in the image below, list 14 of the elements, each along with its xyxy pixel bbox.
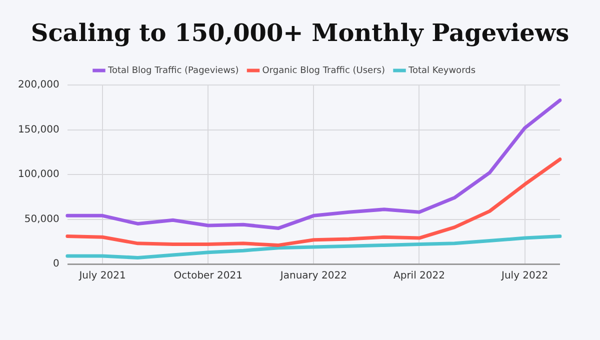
legend-label: Total Blog Traffic (Pageviews) bbox=[106, 66, 239, 76]
y-tick-label: 0 bbox=[52, 258, 60, 270]
x-tick-label: July 2021 bbox=[78, 270, 126, 282]
y-tick-label: 100,000 bbox=[18, 169, 60, 180]
y-tick-label: 200,000 bbox=[18, 80, 60, 91]
x-tick-label: July 2022 bbox=[500, 270, 548, 282]
chart-title: Scaling to 150,000+ Monthly Pageviews bbox=[30, 17, 570, 49]
x-tick-label: April 2022 bbox=[394, 270, 445, 282]
y-tick-label: 150,000 bbox=[18, 124, 60, 136]
x-tick-label: January 2022 bbox=[279, 270, 347, 282]
legend-label: Organic Blog Traffic (Users) bbox=[262, 66, 385, 76]
y-tick-label: 50,000 bbox=[24, 214, 60, 225]
legend-label: Total Keywords bbox=[408, 66, 476, 76]
x-tick-label: October 2021 bbox=[174, 270, 242, 282]
